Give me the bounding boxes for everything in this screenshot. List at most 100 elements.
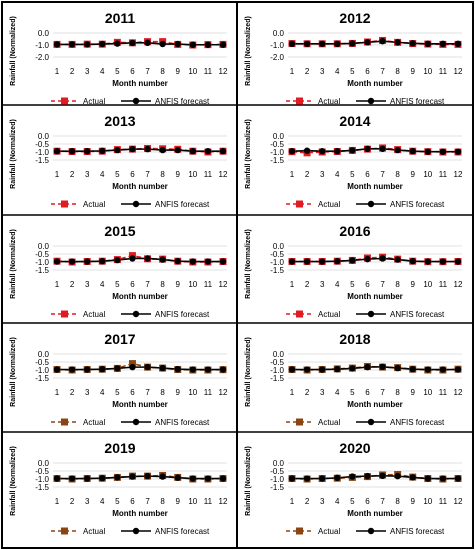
data-point-anfis-forecast xyxy=(394,39,401,46)
chart-title: 2018 xyxy=(339,331,370,347)
y-tick-label: -1.0 xyxy=(35,41,49,50)
x-tick-label: 6 xyxy=(130,67,135,76)
series-line-anfis-forecast xyxy=(57,366,223,371)
x-tick-label: 8 xyxy=(395,497,400,506)
x-tick-label: 5 xyxy=(115,67,120,76)
chart-title: 2011 xyxy=(105,10,136,26)
legend-label-actual: Actual xyxy=(318,310,340,319)
data-point-anfis-forecast xyxy=(114,146,121,154)
y-tick-label: -1.5 xyxy=(270,374,284,383)
data-point-anfis-forecast xyxy=(99,258,106,265)
x-tick-label: 8 xyxy=(160,280,165,289)
y-tick-label: -1.0 xyxy=(270,258,284,267)
legend-label-anfis-forecast: ANFIS forecast xyxy=(390,200,445,209)
x-tick-label: 12 xyxy=(454,67,463,76)
y-tick-label: -0.5 xyxy=(270,250,284,259)
x-tick-label: 3 xyxy=(85,280,90,289)
y-tick-label: -1.5 xyxy=(35,374,49,383)
legend-marker-anfis-forecast xyxy=(367,310,375,318)
data-point-anfis-forecast xyxy=(349,473,356,480)
data-point-anfis-forecast xyxy=(83,475,91,482)
data-point-anfis-forecast xyxy=(288,366,296,373)
data-point-anfis-forecast xyxy=(288,475,296,482)
x-tick-label: 7 xyxy=(145,388,150,397)
data-point-anfis-forecast xyxy=(53,366,61,373)
x-tick-label: 7 xyxy=(380,388,385,397)
y-axis-label: Rainfall (Normalized) xyxy=(10,337,17,407)
x-tick-label: 12 xyxy=(219,280,228,289)
x-tick-label: 10 xyxy=(188,497,197,506)
legend-label-actual: Actual xyxy=(83,527,105,536)
x-tick-label: 2 xyxy=(70,67,75,76)
x-tick-label: 11 xyxy=(439,280,448,289)
chart-panel-2014: 2014 Rainfall (Normalized) 0.0-0.5-1.0-1.5… xyxy=(245,113,463,209)
x-tick-label: 7 xyxy=(380,280,385,289)
data-point-anfis-forecast xyxy=(349,40,356,47)
x-tick-label: 11 xyxy=(204,170,213,179)
y-tick-label: -0.5 xyxy=(270,358,284,367)
x-axis-label: Month number xyxy=(347,509,403,518)
x-tick-label: 11 xyxy=(204,497,213,506)
legend-marker-actual xyxy=(296,310,303,318)
data-point-anfis-forecast xyxy=(99,40,106,48)
legend-marker-actual xyxy=(61,200,68,208)
x-tick-label: 2 xyxy=(305,497,310,506)
y-tick-label: 0.0 xyxy=(38,132,50,141)
data-point-anfis-forecast xyxy=(189,41,197,48)
y-tick-label: -0.5 xyxy=(270,467,284,476)
legend-marker-actual xyxy=(61,97,68,105)
y-tick-label: -1.5 xyxy=(35,156,49,165)
data-point-anfis-forecast xyxy=(379,472,386,479)
x-tick-label: 2 xyxy=(305,67,310,76)
x-tick-label: 8 xyxy=(395,170,400,179)
legend-marker-anfis-forecast xyxy=(367,97,375,105)
data-point-anfis-forecast xyxy=(454,366,462,373)
data-point-anfis-forecast xyxy=(349,147,356,154)
legend-label-anfis-forecast: ANFIS forecast xyxy=(155,310,210,319)
data-point-anfis-forecast xyxy=(99,366,106,373)
x-tick-label: 10 xyxy=(423,170,432,179)
chart-panel-2015: 2015 Rainfall (Normalized) 0.0-0.5-1.0-1.5… xyxy=(10,223,228,319)
y-tick-label: -1.0 xyxy=(270,366,284,375)
data-point-anfis-forecast xyxy=(204,366,212,373)
x-axis-label: Month number xyxy=(347,79,403,88)
legend-marker-actual xyxy=(296,418,303,426)
x-tick-label: 4 xyxy=(335,280,340,289)
y-tick-label: 0.0 xyxy=(38,29,50,38)
x-tick-label: 6 xyxy=(130,497,135,506)
x-tick-label: 12 xyxy=(219,170,228,179)
y-tick-label: 0.0 xyxy=(273,350,285,359)
data-point-anfis-forecast xyxy=(144,255,151,262)
x-tick-label: 1 xyxy=(55,280,60,289)
data-point-anfis-forecast xyxy=(409,474,416,481)
chart-panel-2018: 2018 Rainfall (Normalized) 0.0-0.5-1.0-1.5… xyxy=(245,331,463,427)
legend-marker-actual xyxy=(61,310,68,318)
data-point-anfis-forecast xyxy=(83,41,91,48)
chart-title: 2012 xyxy=(339,10,370,26)
x-tick-label: 3 xyxy=(85,388,90,397)
data-point-anfis-forecast xyxy=(53,148,61,155)
data-point-anfis-forecast xyxy=(189,148,197,155)
data-point-anfis-forecast xyxy=(424,366,432,373)
data-point-anfis-forecast xyxy=(303,366,311,373)
data-point-anfis-forecast xyxy=(189,475,197,482)
x-tick-label: 4 xyxy=(100,170,105,179)
data-point-anfis-forecast xyxy=(189,366,197,373)
y-axis-label: Rainfall (Normalized) xyxy=(245,16,252,86)
legend-label-actual: Actual xyxy=(318,200,340,209)
series-line-anfis-forecast xyxy=(292,257,458,263)
x-tick-label: 9 xyxy=(176,170,181,179)
x-tick-label: 1 xyxy=(290,170,295,179)
x-tick-label: 3 xyxy=(320,170,325,179)
x-tick-label: 4 xyxy=(335,170,340,179)
x-tick-label: 12 xyxy=(219,67,228,76)
chart-panel-2013: 2013 Rainfall (Normalized) 0.0-0.5-1.0-1.5… xyxy=(10,113,228,209)
data-point-anfis-forecast xyxy=(318,258,326,265)
y-axis-label: Rainfall (Normalized) xyxy=(245,446,252,516)
data-point-anfis-forecast xyxy=(129,39,136,47)
x-tick-label: 10 xyxy=(423,280,432,289)
chart-panel-2019: 2019 Rainfall (Normalized) 0.0-0.5-1.0-1.5… xyxy=(10,440,228,536)
y-axis-label: Rainfall (Normalized) xyxy=(10,16,17,86)
data-point-anfis-forecast xyxy=(303,475,311,482)
